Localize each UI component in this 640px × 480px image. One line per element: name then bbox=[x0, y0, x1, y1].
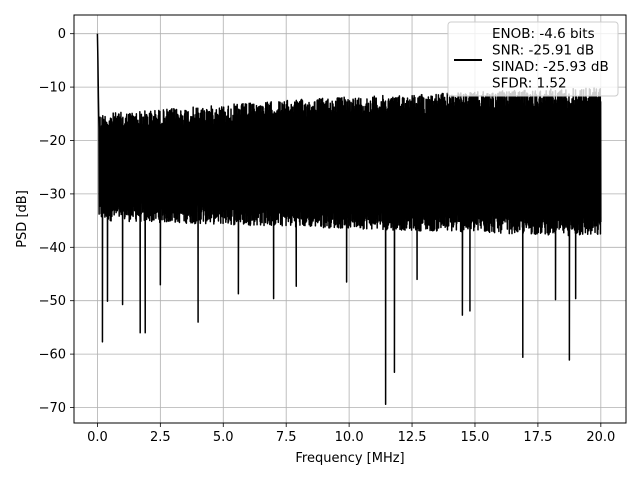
x-tick-label: 15.0 bbox=[460, 430, 489, 445]
legend: ENOB: -4.6 bits SNR: -25.91 dB SINAD: -25.… bbox=[447, 21, 619, 97]
legend-label-line: SINAD: -25.93 dB bbox=[492, 59, 609, 75]
legend-label-line: SNR: -25.91 dB bbox=[492, 43, 594, 59]
x-axis-label: Frequency [MHz] bbox=[295, 451, 404, 466]
legend-label-line: ENOB: -4.6 bits bbox=[492, 26, 595, 42]
y-tick-label: −70 bbox=[39, 401, 66, 416]
x-tick-label: 0.0 bbox=[87, 430, 108, 445]
ticks: 0.0 2.5 5.0 7.5 10.0 12.5 15.0 17.5 20.0 0 −10 −20 −… bbox=[39, 27, 616, 445]
y-tick-label: −50 bbox=[39, 294, 66, 309]
y-tick-label: 0 bbox=[58, 27, 66, 42]
x-tick-label: 12.5 bbox=[398, 430, 427, 445]
x-tick-label: 7.5 bbox=[276, 430, 297, 445]
plot-frame bbox=[73, 14, 627, 424]
y-axis-label: PSD [dB] bbox=[15, 190, 30, 248]
x-tick-label: 20.0 bbox=[586, 430, 615, 445]
legend-label: ENOB: -4.6 bits SNR: -25.91 dB SINAD: -25.… bbox=[492, 26, 609, 92]
legend-label-line: SFDR: 1.52 bbox=[492, 76, 567, 92]
x-tick-label: 5.0 bbox=[213, 430, 234, 445]
x-tick-label: 2.5 bbox=[150, 430, 171, 445]
x-tick-label: 17.5 bbox=[523, 430, 552, 445]
y-tick-label: −40 bbox=[39, 241, 66, 256]
y-tick-label: −10 bbox=[39, 81, 66, 96]
x-tick-label: 10.0 bbox=[335, 430, 364, 445]
y-tick-label: −20 bbox=[39, 134, 66, 149]
y-tick-label: −30 bbox=[39, 187, 66, 202]
psd-series bbox=[96, 33, 602, 406]
psd-line bbox=[96, 33, 602, 406]
legend-box bbox=[447, 21, 619, 97]
y-tick-label: −60 bbox=[39, 348, 66, 363]
